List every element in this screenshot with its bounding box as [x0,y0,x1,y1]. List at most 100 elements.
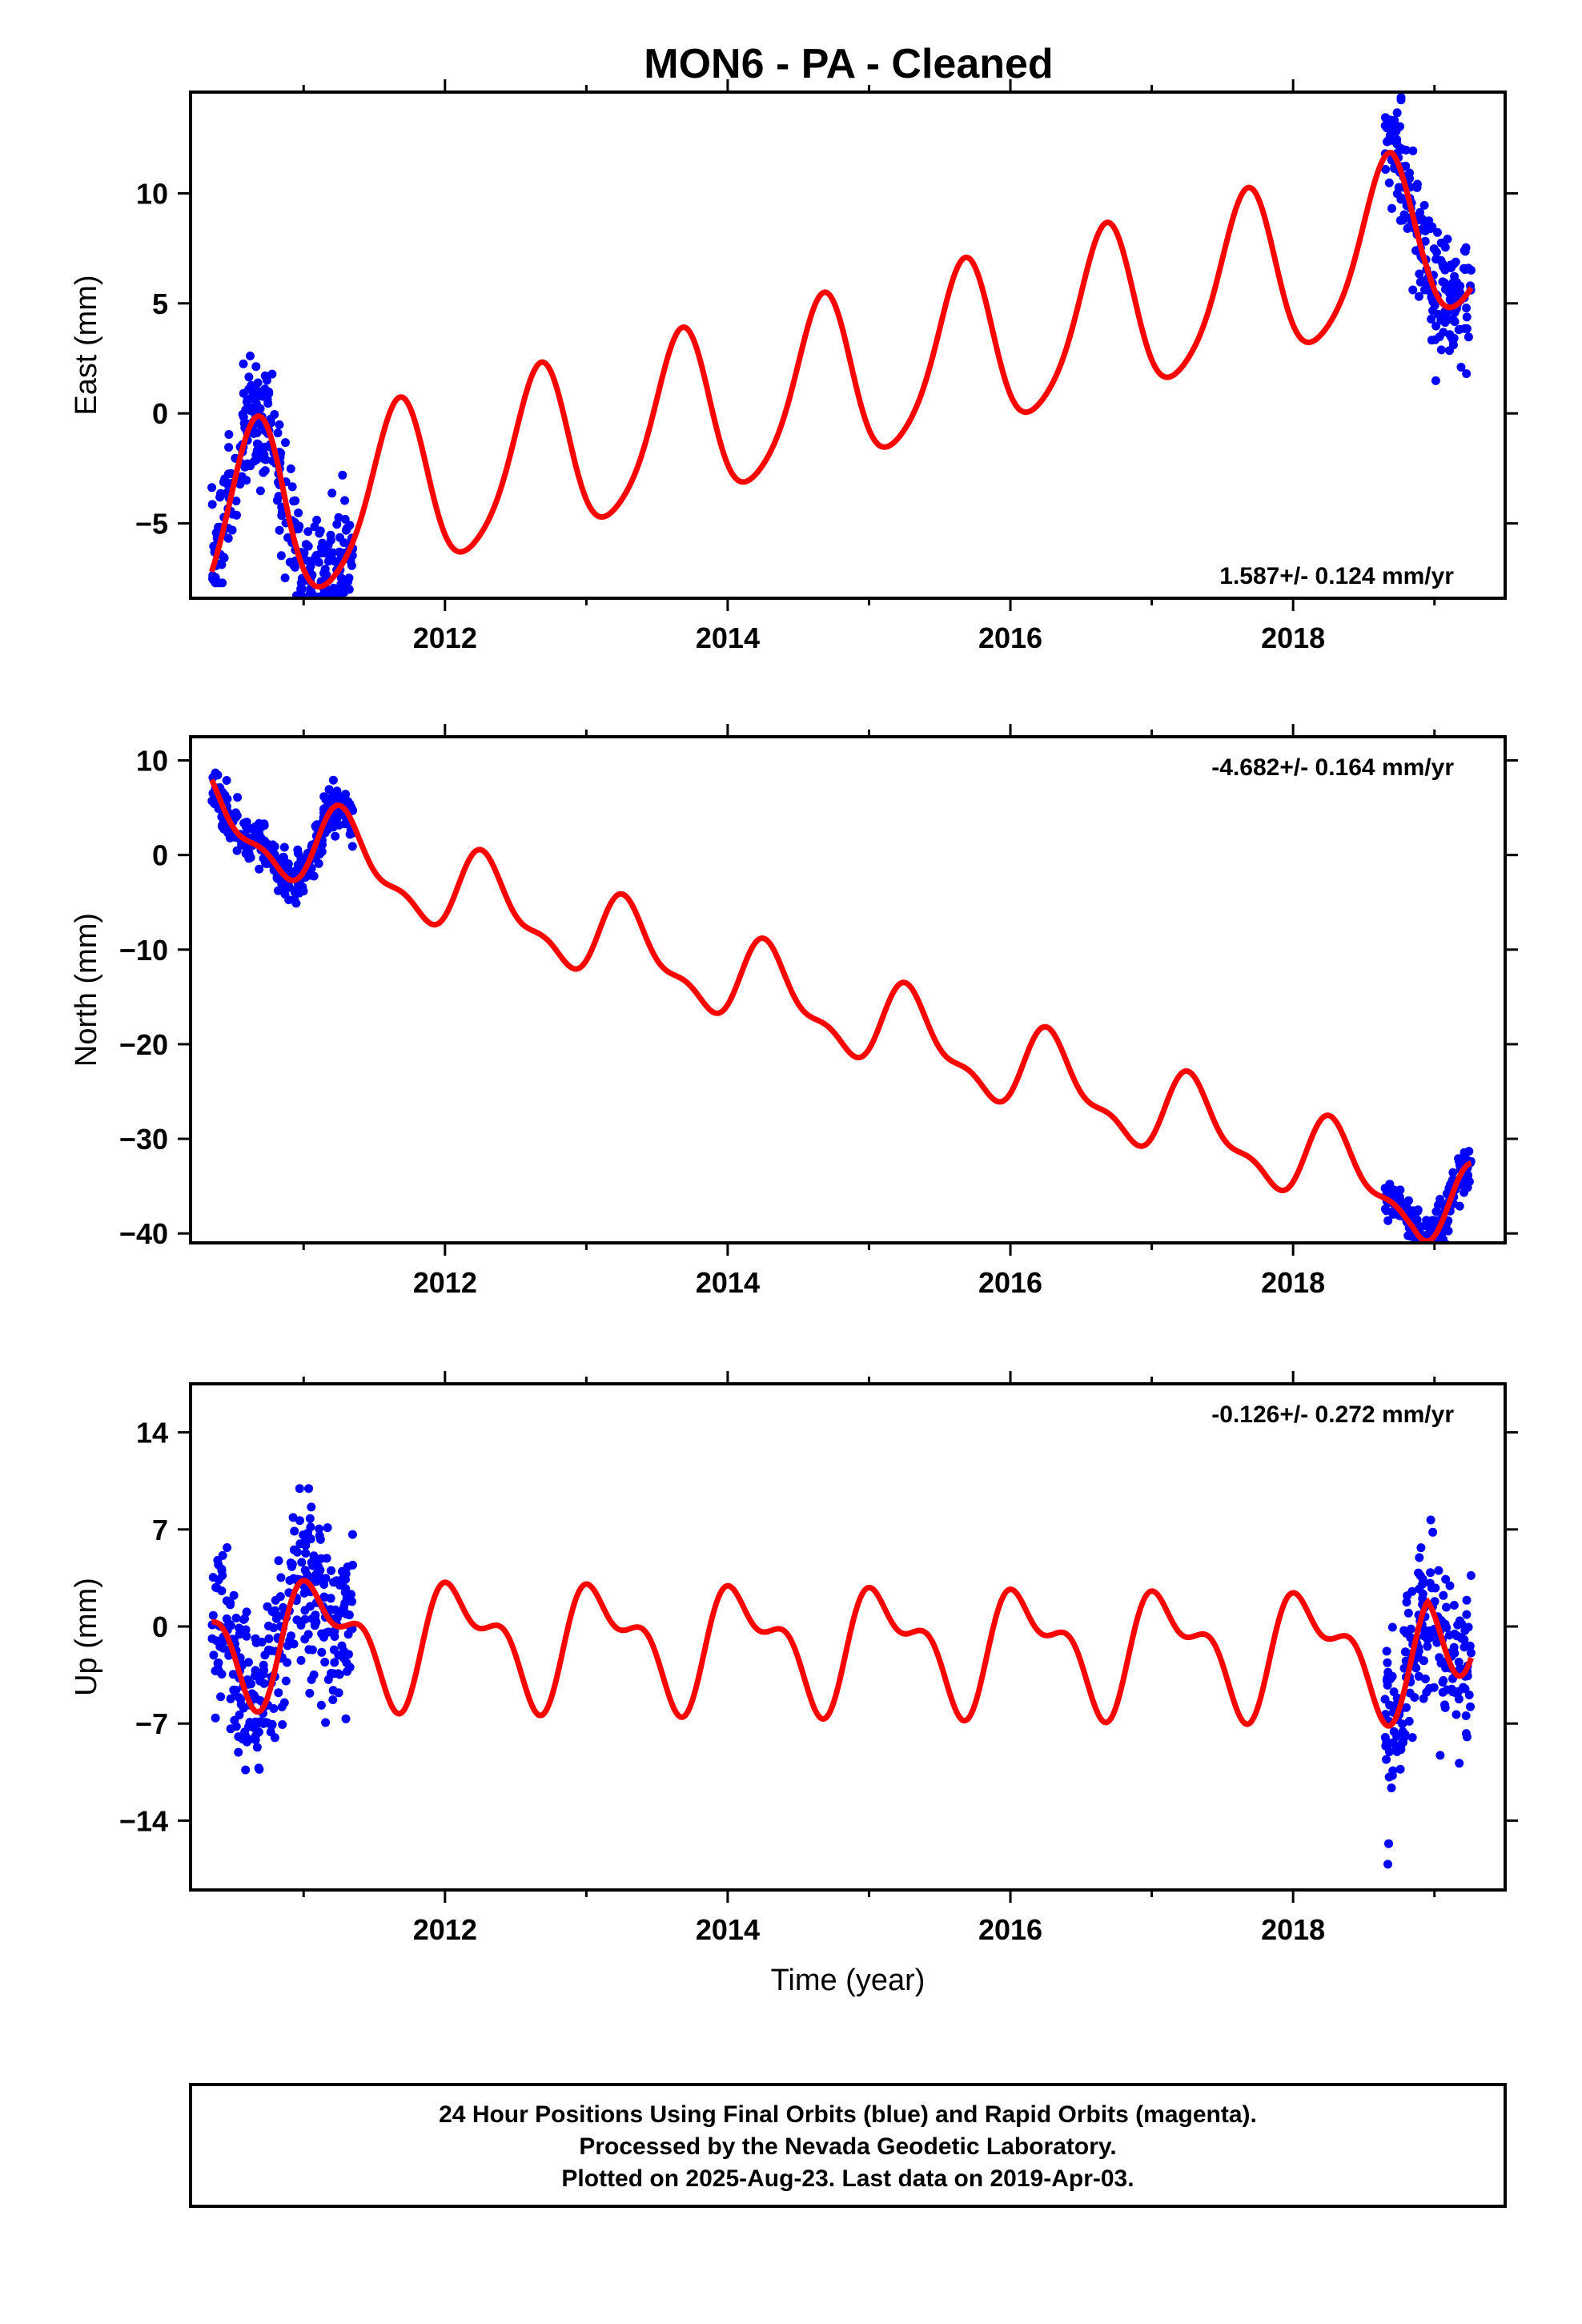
data-point [307,1558,316,1567]
data-point [1422,1252,1431,1261]
data-point [317,1647,327,1657]
data-point [1384,1772,1394,1782]
data-point [306,604,315,613]
data-point [1415,1553,1424,1562]
data-point [1431,321,1441,331]
data-point [1426,1226,1435,1236]
data-point [288,1513,298,1522]
data-point [336,580,346,589]
data-point [293,860,303,870]
data-point [333,591,343,598]
data-point [1414,1647,1423,1656]
data-point [1402,1598,1411,1607]
data-point [260,1651,270,1660]
data-point [277,1702,287,1711]
data-point [339,538,349,548]
data-point [321,1574,331,1583]
data-point [208,773,218,782]
data-point [1411,1663,1421,1673]
data-point [1429,244,1439,254]
data-point [1401,161,1411,171]
data-point [311,600,320,609]
x-tick-label: 2012 [413,1913,477,1946]
y-tick-label: 7 [152,1514,168,1546]
data-point [340,496,350,505]
rate-annotation: -4.682+/- 0.164 mm/yr [1211,754,1454,781]
data-point [251,362,261,372]
data-point [270,410,279,419]
data-point [1460,1626,1470,1635]
data-point [321,617,330,626]
data-point [1408,146,1418,155]
data-point [208,1610,218,1620]
data-point [1449,316,1459,325]
data-point [1441,1663,1451,1673]
data-point [321,1718,331,1727]
data-point [299,548,309,557]
data-point [239,1614,248,1624]
data-point [228,1670,238,1679]
data-point [242,1631,251,1641]
data-point [269,1623,279,1633]
data-point [255,486,265,496]
data-point [1449,1601,1459,1610]
data-point [252,1743,262,1752]
data-point [286,464,295,473]
data-point [1413,1244,1422,1252]
data-point [300,1614,310,1624]
data-point [209,669,218,678]
data-point [295,1516,304,1526]
data-point [259,1660,268,1670]
data-point [1410,1247,1419,1256]
data-point [280,573,290,583]
data-point [320,1658,330,1667]
data-point [324,785,334,794]
data-point [1431,255,1441,264]
y-tick-label: 0 [152,839,168,872]
data-point [274,1556,283,1566]
data-point [1462,324,1472,333]
y-tick-label: 14 [136,1417,168,1449]
data-point [343,524,351,533]
data-point [1396,195,1406,204]
data-point [255,404,265,413]
data-point [1456,1633,1465,1642]
data-point [253,378,263,388]
data-point [343,606,351,615]
data-point [1453,1620,1463,1630]
data-point [1420,236,1430,246]
data-point [319,589,328,598]
data-point [285,1636,295,1645]
data-point [335,1580,344,1590]
x-tick-label: 2016 [978,1266,1042,1299]
data-point [243,1658,253,1667]
data-point [336,549,346,558]
data-point [274,886,283,895]
data-point [1443,235,1452,243]
data-point [251,1735,260,1745]
data-point [1440,1703,1450,1712]
data-point [1420,226,1430,235]
data-point [233,793,243,802]
data-point [315,1566,325,1575]
data-point [334,513,343,522]
data-point [279,842,289,852]
x-tick-label: 2018 [1261,1266,1325,1299]
footer-frame [189,2083,1507,2208]
data-point [207,796,217,806]
data-point [1419,1656,1428,1666]
footer-line-3: Plotted on 2025-Aug-23. Last data on 201… [561,2165,1134,2192]
data-point [1466,1570,1476,1580]
data-point [1420,285,1429,295]
data-point [231,497,241,506]
data-point [223,1543,232,1552]
x-tick-label: 2016 [978,621,1042,654]
data-point [208,1573,218,1582]
data-point [1383,1680,1392,1690]
y-tick-label: −5 [135,508,168,541]
data-point [339,1570,349,1579]
data-point [1445,1581,1455,1590]
data-point [327,1566,336,1575]
y-tick-label: 0 [152,1610,168,1643]
